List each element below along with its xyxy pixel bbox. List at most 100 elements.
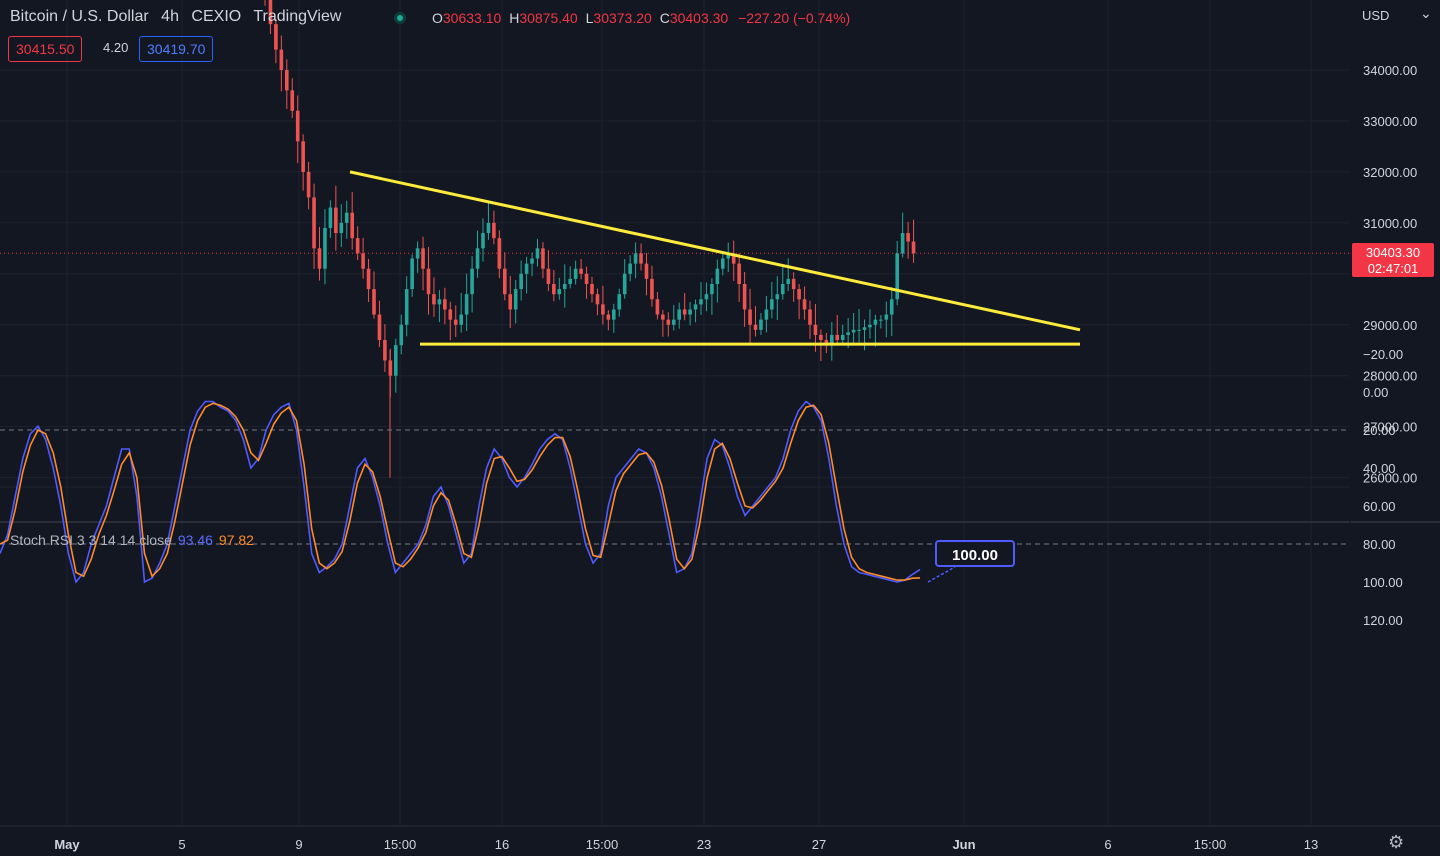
indicator-legend[interactable]: Stoch RSI 3 3 14 14 close 93.46 97.82 bbox=[10, 532, 254, 548]
candle-body bbox=[366, 268, 371, 290]
candle-body bbox=[497, 238, 502, 269]
callout-pointer bbox=[927, 566, 956, 583]
stoch-axis-label: 100.00 bbox=[1363, 575, 1403, 590]
candle-body bbox=[742, 283, 747, 310]
buy-button[interactable]: 30419.70 bbox=[139, 36, 214, 62]
spread-value: 4.20 bbox=[103, 40, 129, 55]
candle-body bbox=[350, 212, 354, 239]
symbol-name[interactable]: Bitcoin / U.S. Dollar bbox=[10, 8, 149, 25]
time-axis-label: 5 bbox=[178, 837, 185, 852]
candle-body bbox=[437, 299, 442, 305]
candle-body bbox=[884, 314, 889, 320]
candle-body bbox=[279, 49, 284, 70]
candle-body bbox=[601, 304, 605, 315]
d-value: 97.82 bbox=[218, 532, 254, 548]
candle-body bbox=[268, 0, 273, 25]
candle-body bbox=[492, 222, 496, 239]
time-axis-label: 27 bbox=[812, 837, 826, 852]
candle-body bbox=[317, 248, 322, 269]
candle-body bbox=[339, 222, 344, 234]
candle-body bbox=[546, 268, 551, 284]
price-axis-label: 31000.00 bbox=[1363, 216, 1417, 231]
time-axis-label: 16 bbox=[495, 837, 509, 852]
ohlc-readout: O30633.10 H30875.40 L30373.20 C30403.30 … bbox=[432, 10, 851, 26]
candle-body bbox=[519, 273, 523, 290]
chart-header: Bitcoin / U.S. Dollar 4h CEXIO TradingVi… bbox=[10, 8, 349, 26]
change-value: −227.20 (−0.74%) bbox=[738, 10, 851, 26]
time-axis-label: 6 bbox=[1104, 837, 1111, 852]
indicator-name: Stoch RSI 3 3 14 14 close bbox=[10, 532, 172, 548]
candle-body bbox=[312, 197, 316, 249]
stoch-axis-label: −20.00 bbox=[1363, 347, 1403, 362]
candle-body bbox=[710, 283, 714, 295]
candle-body bbox=[383, 340, 387, 361]
candle-body bbox=[622, 273, 627, 295]
low-value: 30373.20 bbox=[593, 10, 652, 26]
candle-body bbox=[410, 258, 414, 290]
price-axis-label: 27000.00 bbox=[1363, 420, 1417, 435]
candle-body bbox=[862, 327, 867, 330]
candle-body bbox=[328, 207, 333, 228]
market-open-indicator-icon bbox=[394, 12, 406, 24]
settings-gear-icon[interactable]: ⚙ bbox=[1388, 832, 1405, 852]
candle-body bbox=[868, 324, 872, 328]
last-price-tag: 30403.30 02:47:01 bbox=[1352, 243, 1434, 277]
interval[interactable]: 4h bbox=[161, 8, 179, 25]
candle-body bbox=[797, 289, 801, 300]
candle-body bbox=[628, 263, 632, 274]
candle-body bbox=[731, 253, 736, 264]
candle-body bbox=[579, 268, 583, 274]
candle-body bbox=[726, 253, 731, 259]
candle-body bbox=[513, 289, 518, 310]
sell-button[interactable]: 30415.50 bbox=[8, 36, 83, 62]
candle-body bbox=[759, 319, 763, 330]
candle-body bbox=[377, 314, 382, 341]
candle-body bbox=[661, 314, 665, 320]
candle-body bbox=[421, 248, 425, 269]
chevron-down-icon[interactable]: ⌄ bbox=[1420, 5, 1432, 21]
candle-body bbox=[802, 299, 807, 310]
source: TradingView bbox=[253, 8, 342, 25]
candle-body bbox=[426, 268, 431, 295]
currency-selector[interactable]: USD bbox=[1362, 8, 1390, 23]
candle-body bbox=[464, 294, 469, 315]
candle-body bbox=[541, 248, 545, 269]
candle-body bbox=[475, 248, 480, 269]
candle-body bbox=[394, 345, 398, 376]
candle-body bbox=[889, 299, 894, 315]
candle-body bbox=[775, 294, 780, 300]
candle-body bbox=[644, 263, 649, 279]
candle-body bbox=[879, 319, 883, 321]
candle-body bbox=[900, 233, 905, 254]
candle-body bbox=[650, 278, 654, 300]
candle-body bbox=[274, 24, 278, 50]
candle-body bbox=[851, 329, 856, 333]
candle-body bbox=[285, 70, 289, 91]
candle-body bbox=[791, 278, 796, 290]
candle-body bbox=[895, 253, 899, 300]
candle-body bbox=[633, 253, 638, 264]
candle-body bbox=[666, 319, 671, 325]
close-value: 30403.30 bbox=[669, 10, 729, 26]
stoch-axis-label: 40.00 bbox=[1363, 461, 1396, 476]
candle-body bbox=[361, 253, 365, 269]
candle-body bbox=[595, 294, 600, 305]
candle-body bbox=[906, 233, 910, 242]
candle-body bbox=[671, 319, 676, 325]
candle-body bbox=[824, 340, 829, 346]
candle-body bbox=[448, 309, 453, 320]
candle-body bbox=[617, 294, 622, 310]
price-axis-label: 32000.00 bbox=[1363, 165, 1417, 180]
value-callout[interactable]: 100.00 bbox=[935, 540, 1015, 567]
stoch-axis-label: 60.00 bbox=[1363, 499, 1396, 514]
candle-body bbox=[693, 304, 698, 310]
exchange: CEXIO bbox=[191, 8, 242, 25]
candle-body bbox=[639, 253, 643, 264]
stoch-axis-label: 20.00 bbox=[1363, 423, 1396, 438]
candle-body bbox=[306, 171, 311, 198]
candle-body bbox=[334, 207, 338, 234]
time-axis-label: Jun bbox=[952, 837, 975, 852]
candle-body bbox=[715, 268, 720, 284]
candle-body bbox=[404, 289, 409, 325]
